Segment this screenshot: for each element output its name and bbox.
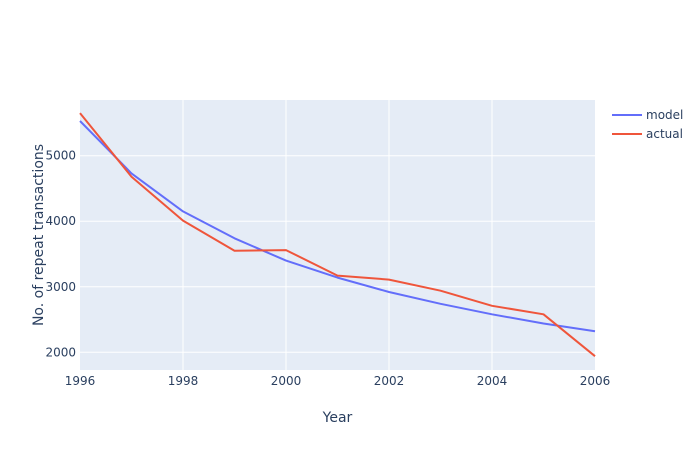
legend-label: actual xyxy=(646,127,683,141)
y-tick-label: 3000 xyxy=(45,280,76,294)
x-axis-label: Year xyxy=(322,410,353,426)
series-line-model[interactable] xyxy=(79,120,596,333)
y-tick-label: 4000 xyxy=(45,214,76,228)
legend[interactable]: model actual xyxy=(612,108,683,141)
x-tick-label: 2002 xyxy=(374,374,405,388)
legend-item-actual[interactable]: actual xyxy=(612,127,683,141)
x-tick-label: 1998 xyxy=(168,374,199,388)
series-lines xyxy=(79,112,596,357)
series-line-actual[interactable] xyxy=(79,112,596,357)
y-tick-label: 2000 xyxy=(45,345,76,359)
plot-background xyxy=(80,100,595,370)
x-tick-label: 2000 xyxy=(271,374,302,388)
legend-item-model[interactable]: model xyxy=(612,108,683,122)
legend-label: model xyxy=(646,108,683,122)
y-axis-label: No. of repeat transactions xyxy=(31,144,47,326)
x-tick-label: 2006 xyxy=(580,374,611,388)
x-tick-label: 2004 xyxy=(477,374,508,388)
grid-lines xyxy=(80,100,595,370)
x-tick-label: 1996 xyxy=(65,374,96,388)
tick-labels: 1996 1998 2000 2002 2004 2006 2000 3000 4000 5000 xyxy=(45,149,610,388)
y-tick-label: 5000 xyxy=(45,149,76,163)
